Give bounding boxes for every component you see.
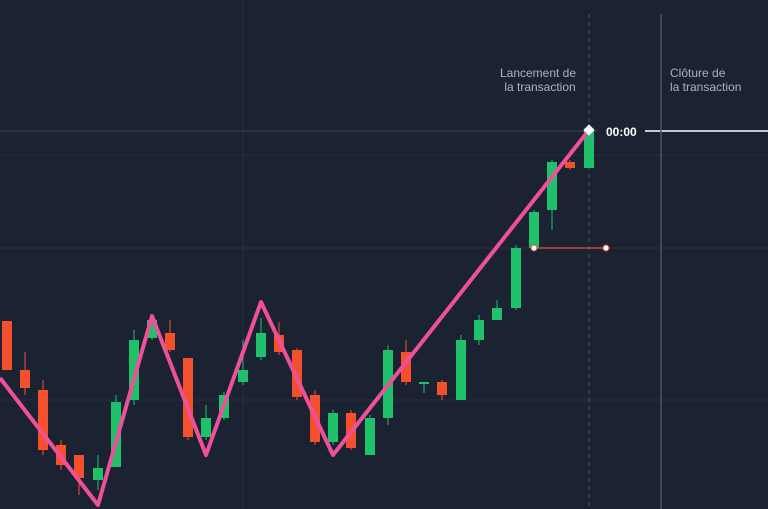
candle-body [183, 358, 193, 437]
candle-body [419, 382, 429, 384]
candle-body [529, 212, 539, 248]
candle-body [492, 308, 502, 320]
entry-point [530, 244, 538, 252]
candle-body [511, 248, 521, 308]
candle-body [401, 352, 411, 382]
candle-body [2, 321, 12, 370]
candle-body [437, 382, 447, 395]
entry-point [602, 244, 610, 252]
close-label: Clôture de [670, 66, 726, 80]
candle-body [547, 162, 557, 210]
candle-body [292, 350, 302, 397]
candle-body [38, 390, 48, 450]
candle-body [93, 468, 103, 480]
candle-body [74, 455, 84, 478]
candle-body [256, 333, 266, 357]
trend-zigzag [0, 128, 591, 507]
candle-body [20, 370, 30, 388]
candle-body [201, 418, 211, 437]
candle-body [365, 418, 375, 455]
candle-body [111, 402, 121, 467]
open-label: Lancement de [500, 66, 576, 80]
candle-body [147, 320, 157, 338]
candle-body [584, 130, 594, 168]
candle-body [456, 340, 466, 400]
candle-body [165, 333, 175, 350]
candle-body [474, 320, 484, 340]
time-tag: 00:00 [606, 125, 637, 139]
candle-body [129, 340, 139, 400]
open-label: la transaction [504, 80, 575, 94]
close-label: la transaction [670, 80, 741, 94]
candle-body [238, 370, 248, 382]
candle-body [328, 413, 338, 442]
candle-body [565, 162, 575, 168]
